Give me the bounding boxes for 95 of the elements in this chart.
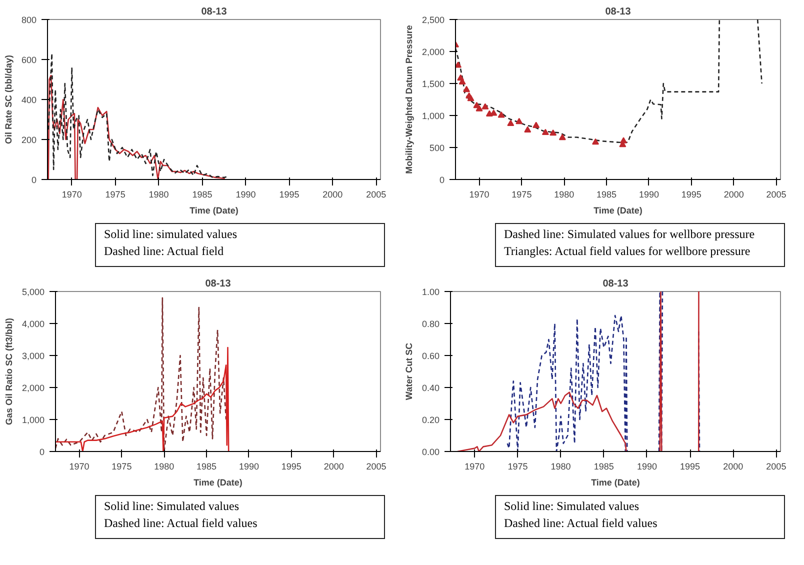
- y-tick-label: 0: [439, 175, 445, 185]
- x-tick-label: 1995: [281, 462, 302, 472]
- y-tick-label: 400: [21, 95, 37, 105]
- x-axis-title: Time (Date): [591, 478, 640, 488]
- x-tick-label: 1975: [105, 190, 126, 200]
- y-tick-label: 600: [21, 55, 37, 65]
- y-tick-label: 5,000: [22, 287, 45, 297]
- x-tick-label: 1980: [550, 462, 571, 472]
- point: [498, 112, 505, 118]
- x-tick-label: 1990: [636, 462, 657, 472]
- point: [524, 126, 532, 132]
- x-tick-label: 1985: [192, 190, 212, 200]
- y-tick-label: 0.40: [422, 383, 440, 393]
- x-tick-label: 1980: [554, 190, 574, 200]
- x-tick-label: 1970: [469, 190, 490, 200]
- y-axis-title: Gas Oil Ratio SC (ft3/bbl): [4, 318, 14, 426]
- text: Solid line: Simulated values: [104, 499, 239, 513]
- x-tick-label: 1990: [236, 190, 256, 200]
- point: [542, 128, 549, 136]
- chart-title: 08-13: [605, 6, 632, 18]
- y-tick-label: 0.60: [422, 351, 440, 361]
- chart-title: 08-13: [205, 278, 232, 290]
- x-tick-label: 2005: [366, 190, 386, 200]
- point: [558, 134, 566, 140]
- x-tick-label: 2005: [366, 462, 386, 472]
- point: [476, 105, 483, 112]
- x-tick-label: 1995: [680, 462, 700, 472]
- y-tick-label: 0.00: [422, 447, 440, 457]
- y-axis-title: Water Cut SC: [404, 342, 414, 400]
- y-tick-label: 200: [21, 135, 37, 145]
- y-tick-label: 0.20: [422, 415, 440, 425]
- point: [467, 94, 474, 102]
- x-tick-label: 1970: [62, 190, 82, 200]
- point: [592, 138, 600, 145]
- y-tick-label: 0: [39, 447, 45, 457]
- x-tick-label: 2000: [322, 190, 343, 200]
- line-series: [48, 52, 228, 178]
- point: [532, 122, 540, 128]
- x-tick-label: 1985: [594, 462, 614, 472]
- text: Dashed line: Actual field: [104, 244, 224, 258]
- y-tick-label: 2,000: [422, 47, 445, 57]
- x-axis-title: Time (Date): [190, 206, 238, 216]
- point: [490, 110, 498, 116]
- y-tick-label: 0.80: [422, 319, 440, 329]
- point: [507, 120, 514, 126]
- x-tick-label: 1980: [148, 190, 169, 200]
- y-tick-label: 500: [429, 143, 445, 153]
- x-tick-label: 1970: [69, 462, 90, 472]
- x-tick-label: 1975: [512, 190, 532, 200]
- point: [516, 118, 523, 124]
- point: [482, 103, 489, 110]
- chart-title: 08-13: [201, 6, 228, 18]
- y-tick-label: 0: [31, 175, 37, 185]
- y-axis-title: Oil Rate SC (bbl/day): [3, 54, 14, 144]
- x-tick-label: 1985: [596, 190, 617, 200]
- y-tick-label: 800: [21, 15, 37, 25]
- x-axis-title: Time (Date): [594, 206, 642, 216]
- y-tick-label: 1,500: [422, 79, 445, 89]
- y-tick-label: 1,000: [422, 111, 445, 121]
- text: Solid line: Simulated values: [504, 499, 639, 513]
- x-tick-label: 2000: [724, 190, 744, 200]
- text: Dashed line: Actual field values: [504, 516, 658, 530]
- x-tick-label: 1975: [112, 462, 132, 472]
- y-tick-label: 1,000: [22, 415, 45, 425]
- y-axis-title: Mobility-Weighted Datum Pressure: [404, 25, 414, 174]
- point: [463, 86, 470, 92]
- line-series: [48, 74, 226, 180]
- chart-title: 08-13: [602, 278, 629, 290]
- x-tick-label: 1990: [238, 462, 259, 472]
- y-tick-label: 4,000: [22, 319, 45, 329]
- x-tick-label: 2005: [766, 190, 786, 200]
- y-tick-label: 2,000: [22, 383, 45, 393]
- y-tick-label: 3,000: [22, 351, 45, 361]
- x-tick-label: 1975: [508, 462, 528, 472]
- x-tick-label: 1970: [464, 462, 485, 472]
- x-tick-label: 2005: [766, 462, 786, 472]
- point: [456, 62, 462, 68]
- point: [550, 129, 557, 136]
- text: Triangles: Actual field values for wellbore pressure: [504, 244, 750, 258]
- x-axis-title: Time (Date): [194, 478, 242, 488]
- text: Solid line: simulated values: [104, 227, 237, 241]
- y-tick-label: 2,500: [422, 15, 445, 25]
- y-tick-label: 1.00: [422, 287, 440, 297]
- x-tick-label: 1990: [638, 190, 659, 200]
- x-tick-label: 1980: [154, 462, 174, 472]
- text: Dashed line: Actual field values: [104, 516, 258, 530]
- point: [620, 137, 628, 144]
- x-tick-label: 2000: [723, 462, 744, 472]
- line-series: [56, 297, 227, 452]
- x-tick-label: 1985: [196, 462, 217, 472]
- text: Dashed line: Simulated values for wellbore pressure: [504, 227, 755, 241]
- x-tick-label: 1995: [279, 190, 300, 200]
- x-tick-label: 2000: [324, 462, 344, 472]
- x-tick-label: 1995: [681, 190, 702, 200]
- line-series: [56, 346, 230, 452]
